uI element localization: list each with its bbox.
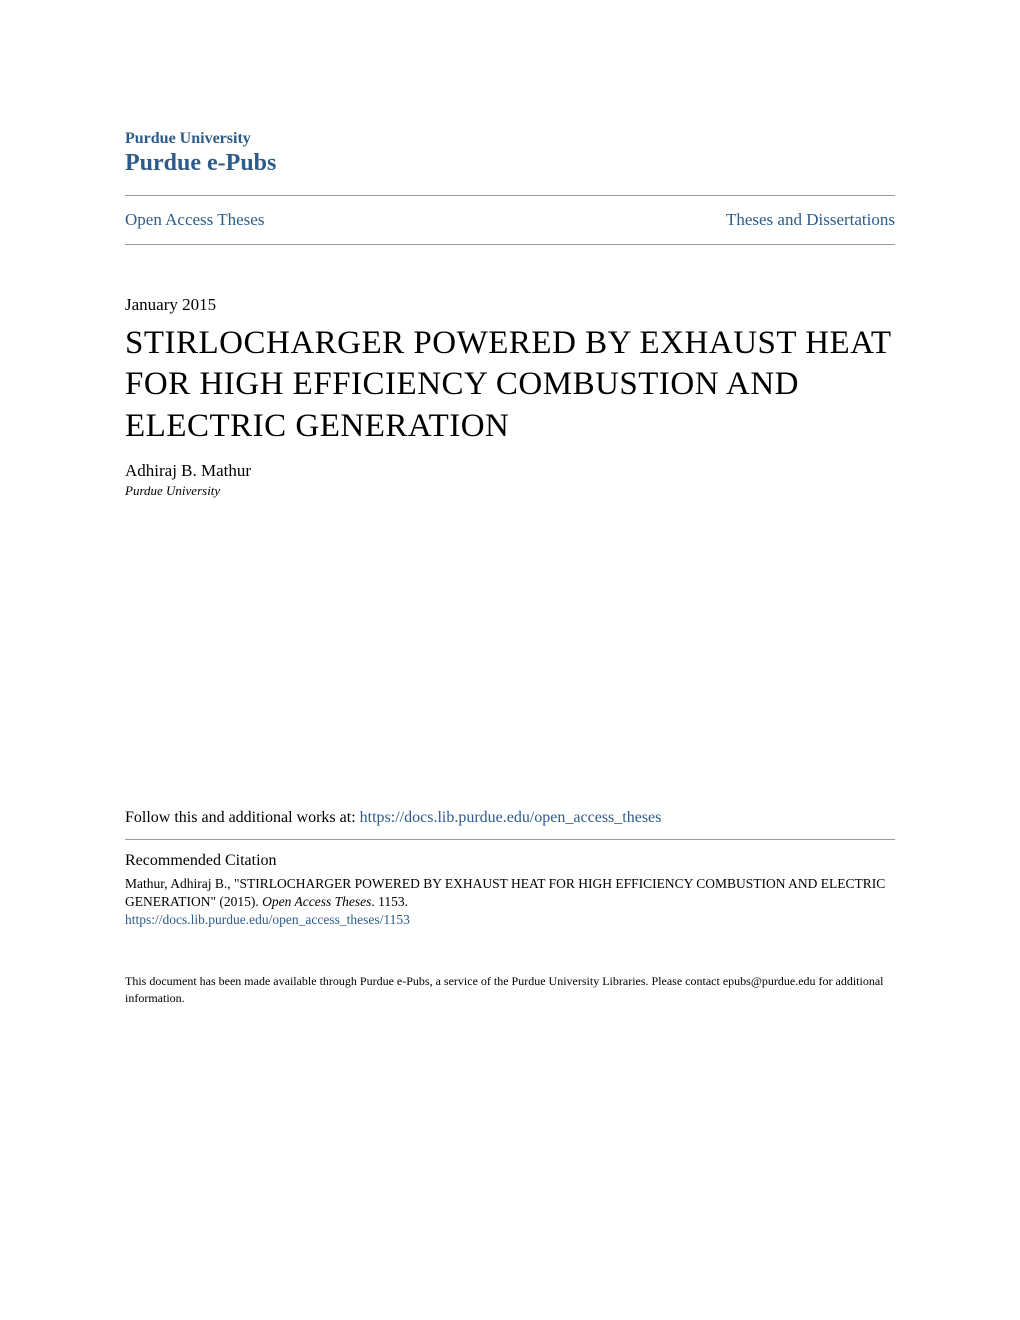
follow-prefix: Follow this and additional works at: bbox=[125, 809, 360, 826]
institution-name[interactable]: Purdue University bbox=[125, 130, 895, 148]
citation-series: Open Access Theses bbox=[262, 894, 371, 909]
publication-date: January 2015 bbox=[125, 295, 895, 315]
citation-heading: Recommended Citation bbox=[125, 852, 895, 870]
citation-text: Mathur, Adhiraj B., "STIRLOCHARGER POWER… bbox=[125, 875, 895, 911]
document-title: STIRLOCHARGER POWERED BY EXHAUST HEAT FO… bbox=[125, 323, 895, 447]
divider-nav bbox=[125, 244, 895, 245]
author-affiliation: Purdue University bbox=[125, 483, 895, 499]
citation-link[interactable]: https://docs.lib.purdue.edu/open_access_… bbox=[125, 912, 895, 928]
citation-number: . 1153. bbox=[371, 894, 408, 909]
follow-section: Follow this and additional works at: htt… bbox=[125, 809, 895, 839]
header-block: Purdue University Purdue e-Pubs bbox=[125, 130, 895, 177]
nav-row: Open Access Theses Theses and Dissertati… bbox=[125, 196, 895, 244]
nav-link-left[interactable]: Open Access Theses bbox=[125, 210, 264, 230]
follow-link[interactable]: https://docs.lib.purdue.edu/open_access_… bbox=[360, 809, 662, 826]
citation-author-part: Mathur, Adhiraj B., "STIRLOCHARGER POWER… bbox=[125, 876, 885, 909]
footer-note: This document has been made available th… bbox=[125, 973, 895, 1007]
author-name: Adhiraj B. Mathur bbox=[125, 461, 895, 481]
repository-name[interactable]: Purdue e-Pubs bbox=[125, 150, 895, 177]
citation-section: Recommended Citation Mathur, Adhiraj B.,… bbox=[125, 840, 895, 928]
nav-link-right[interactable]: Theses and Dissertations bbox=[726, 210, 895, 230]
